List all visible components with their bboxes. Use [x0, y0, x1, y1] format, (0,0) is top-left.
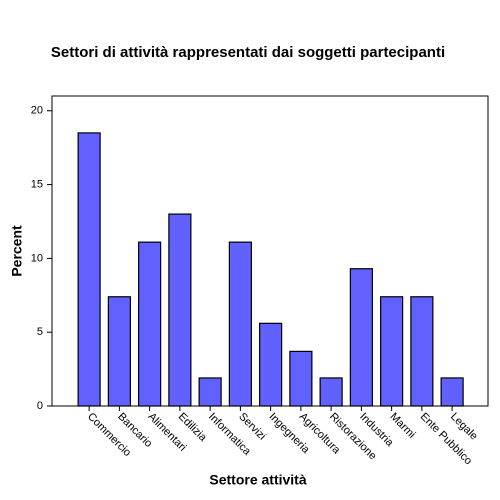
bar	[77, 132, 101, 407]
y-tick-label: 5	[37, 326, 43, 338]
bar	[319, 377, 343, 407]
bar	[228, 241, 252, 407]
y-tick-label: 20	[31, 105, 43, 117]
y-tick-label: 15	[31, 178, 43, 190]
bar	[380, 296, 404, 407]
y-tick-label: 0	[37, 400, 43, 412]
y-tick-label: 10	[31, 252, 43, 264]
chart-title: Settori di attività rappresentati dai so…	[51, 44, 445, 61]
bar	[107, 296, 131, 407]
x-axis-title: Settore attività	[209, 472, 306, 488]
bar	[410, 296, 434, 407]
bar	[289, 350, 313, 407]
bar	[168, 213, 192, 407]
y-axis-title: Percent	[9, 225, 25, 277]
bar	[349, 268, 373, 407]
bar	[138, 241, 162, 407]
bar	[440, 377, 464, 407]
bar	[198, 377, 222, 407]
bar	[259, 322, 283, 407]
